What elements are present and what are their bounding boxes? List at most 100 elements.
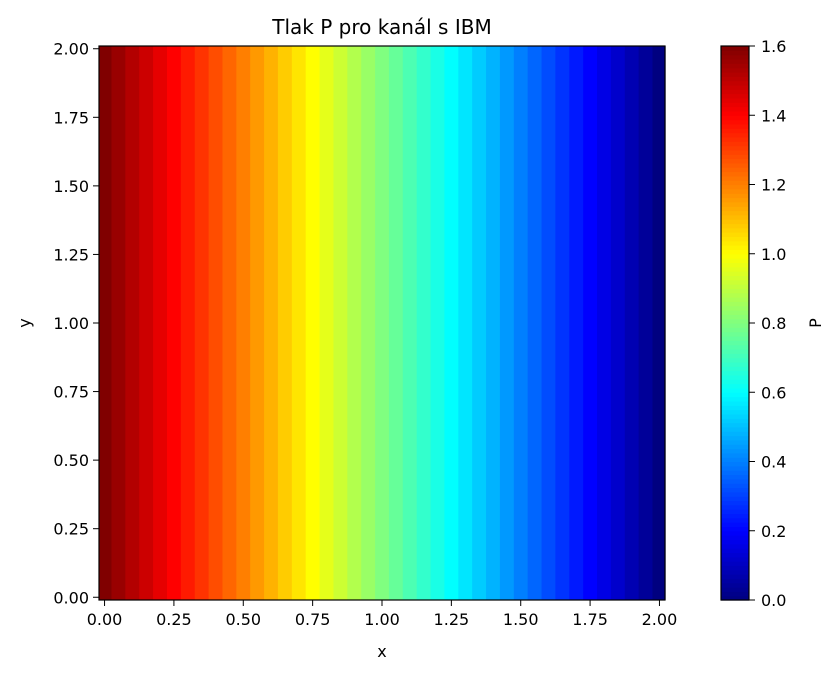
colorbar-segment (721, 119, 749, 125)
colorbar-segment (721, 418, 749, 424)
colorbar-segment (721, 102, 749, 108)
colorbar-segment (721, 348, 749, 354)
x-tick-label: 0.50 (225, 610, 261, 629)
colorbar-segment (721, 543, 749, 549)
colorbar-segment (721, 370, 749, 376)
colorbar-segment (721, 487, 749, 493)
colorbar-segment (721, 89, 749, 95)
colorbar-segment (721, 132, 749, 138)
x-axis-ticks: 0.00 0.25 0.50 0.75 1.00 1.25 1.50 1.75 2.00 (87, 600, 678, 629)
colorbar-segment (721, 206, 749, 212)
colorbar-tick-label: 0.6 (761, 383, 786, 402)
colorbar-segment (721, 284, 749, 289)
colorbar-segment (721, 145, 749, 151)
x-tick-label: 1.25 (434, 610, 470, 629)
colorbar-label: P (806, 318, 825, 328)
heatmap-cell (569, 46, 584, 600)
colorbar-segment (721, 240, 749, 246)
colorbar-segment (721, 517, 749, 523)
colorbar-segment (721, 387, 749, 393)
x-tick-label: 2.00 (642, 610, 678, 629)
colorbar-segment (721, 361, 749, 367)
colorbar-segment (721, 500, 749, 506)
colorbar-segment (721, 54, 749, 60)
colorbar-segment (721, 513, 749, 519)
heatmap-cell (277, 46, 293, 600)
colorbar-segment (721, 193, 749, 199)
colorbar-segment (721, 158, 749, 164)
heatmap-cell (208, 46, 224, 600)
colorbar-tick-label: 1.4 (761, 106, 786, 125)
x-tick-label: 0.25 (156, 610, 192, 629)
colorbar-segment (721, 409, 749, 415)
colorbar-segment (721, 439, 749, 445)
heatmap-cell (555, 46, 570, 600)
colorbar-segment (721, 219, 749, 225)
colorbar-segment (721, 279, 749, 285)
x-tick-label: 0.75 (295, 610, 331, 629)
colorbar-segment (721, 535, 749, 541)
colorbar-segment (721, 180, 749, 186)
colorbar-segment (721, 448, 749, 454)
colorbar-segment (721, 422, 749, 428)
heatmap-cell (139, 46, 154, 600)
colorbar-segment (721, 457, 749, 463)
colorbar-segment (721, 171, 749, 177)
colorbar-segment (721, 444, 749, 450)
colorbar-segment (721, 266, 749, 272)
heatmap-cell (194, 46, 210, 600)
colorbar-segment (721, 582, 749, 588)
heatmap-cell (236, 46, 251, 600)
colorbar-tick-label: 0.2 (761, 522, 786, 541)
colorbar-segment (721, 552, 749, 558)
heatmap-cell (541, 46, 557, 600)
colorbar-segment (721, 162, 749, 168)
colorbar-segment (721, 249, 749, 255)
colorbar-segment (721, 46, 749, 51)
y-tick-label: 0.00 (53, 588, 89, 607)
colorbar-segment (721, 323, 749, 328)
heatmap-cell (499, 46, 515, 600)
colorbar-segment (721, 435, 749, 441)
heatmap-cells (99, 46, 666, 600)
colorbar-segment (721, 504, 749, 510)
colorbar-segment (721, 253, 749, 259)
colorbar-segment (721, 297, 749, 302)
x-tick-label: 0.00 (87, 610, 123, 629)
colorbar-tick-label: 1.2 (761, 176, 786, 195)
colorbar-segment (721, 491, 749, 497)
colorbar-segment (721, 76, 749, 82)
heatmap-cell (99, 46, 113, 600)
heatmap-cell (513, 46, 529, 600)
y-tick-label: 1.00 (53, 314, 89, 333)
heatmap-cell (388, 46, 404, 600)
heatmap-cell (347, 46, 362, 600)
heatmap-cell (153, 46, 168, 600)
colorbar-segment (721, 305, 749, 311)
colorbar-segment (721, 452, 749, 458)
heatmap-cell (444, 46, 459, 600)
colorbar-tick-label: 1.6 (761, 37, 786, 56)
colorbar-segment (721, 405, 749, 411)
colorbar-tick-label: 0.4 (761, 453, 786, 472)
colorbar-segment (721, 258, 749, 264)
colorbar-segment (721, 245, 749, 251)
colorbar-segment (721, 587, 749, 592)
colorbar-segment (721, 340, 749, 346)
colorbar-segment (721, 188, 749, 194)
heatmap-cell (416, 46, 432, 600)
colorbar-segment (721, 383, 749, 389)
colorbar-segment (721, 314, 749, 320)
colorbar-segment (721, 548, 749, 553)
colorbar-segment (721, 461, 749, 467)
colorbar-segment (721, 465, 749, 471)
colorbar-segment (721, 353, 749, 359)
heatmap-cell (458, 46, 473, 600)
x-tick-label: 1.75 (572, 610, 608, 629)
colorbar-segment (721, 426, 749, 432)
colorbar-segment (721, 301, 749, 307)
colorbar-segment (721, 128, 749, 134)
heatmap-cell (166, 46, 182, 600)
heatmap-cell (305, 46, 321, 600)
colorbar-tick-label: 0.0 (761, 591, 786, 610)
